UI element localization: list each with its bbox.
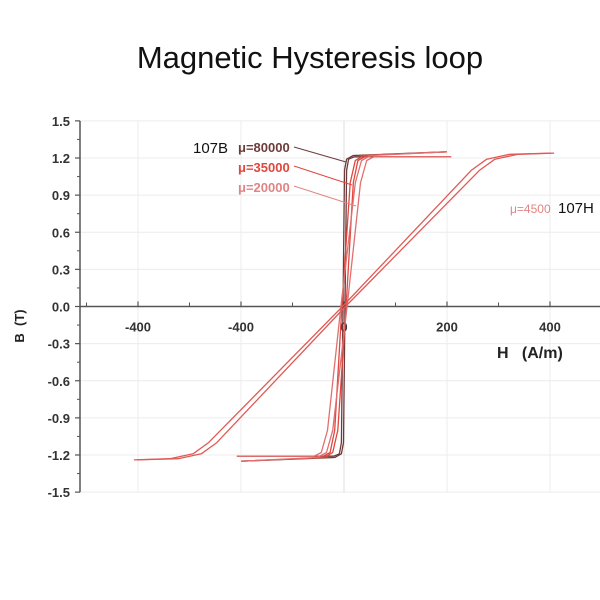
x-tick-label: -400 bbox=[125, 320, 151, 335]
x-tick-label: -400 bbox=[228, 320, 254, 335]
y-tick-label: 0.9 bbox=[52, 188, 70, 203]
y-tick-label: 0.6 bbox=[52, 225, 70, 240]
leader-line-80000 bbox=[293, 146, 347, 163]
series-4500-descending bbox=[133, 152, 552, 461]
x-tick-label: 0 bbox=[340, 320, 347, 335]
y-tick-label: -1.2 bbox=[48, 448, 70, 463]
label-107h: 107H bbox=[558, 200, 594, 217]
y-tick-label: 0.3 bbox=[52, 262, 70, 277]
label-107b: 107B bbox=[193, 140, 228, 157]
y-tick-label: 1.2 bbox=[52, 151, 70, 166]
x-tick-label: 200 bbox=[436, 320, 458, 335]
label-mu-80000: μ=80000 bbox=[238, 140, 290, 155]
y-tick-label: -0.9 bbox=[48, 411, 70, 426]
leader-line-20000 bbox=[293, 185, 357, 207]
chart-title: Magnetic Hysteresis loop bbox=[136, 40, 484, 75]
y-tick-label: -1.5 bbox=[48, 485, 70, 500]
x-axis-label: H (A/m) bbox=[497, 345, 563, 362]
series-20000-descending bbox=[240, 156, 452, 462]
leader-line-35000 bbox=[293, 165, 353, 186]
x-tick-label: 400 bbox=[539, 320, 561, 335]
label-mu-35000: μ=35000 bbox=[238, 160, 290, 175]
y-tick-label: -0.6 bbox=[48, 374, 70, 389]
y-tick-label: -0.3 bbox=[48, 337, 70, 352]
y-tick-label: 0.0 bbox=[52, 300, 70, 315]
series-20000-ascending bbox=[236, 151, 448, 457]
series-4500-ascending bbox=[136, 152, 555, 461]
label-mu-20000: μ=20000 bbox=[238, 180, 290, 195]
label-mu-4500: μ=4500 bbox=[510, 202, 551, 216]
y-tick-label: 1.5 bbox=[52, 114, 70, 129]
y-axis-label: B (T) bbox=[12, 309, 27, 342]
